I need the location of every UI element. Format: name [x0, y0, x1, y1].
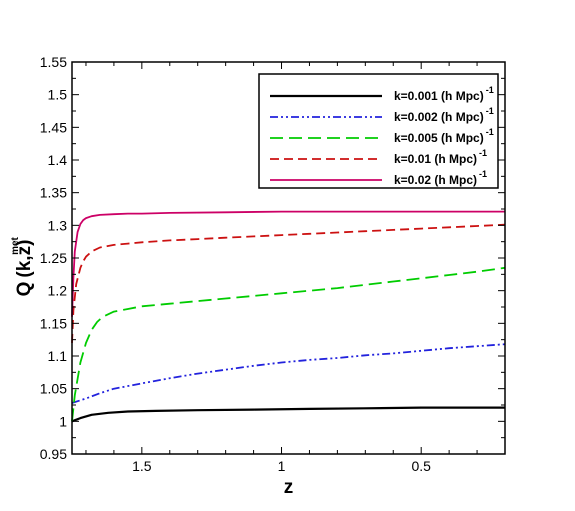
y-tick-label: 1.35 — [40, 185, 67, 201]
y-tick-label: 1.05 — [40, 381, 67, 397]
x-tick-label: 1 — [278, 458, 286, 474]
series-line-5 — [71, 210, 505, 317]
series-layer — [71, 210, 506, 423]
y-tick-label: 1 — [59, 413, 67, 429]
x-tick-label: 0.5 — [411, 458, 431, 474]
legend-label-5: k=0.02 (h Mpc) — [394, 173, 477, 187]
x-tick-label: 1.5 — [132, 458, 152, 474]
series-line-4 — [71, 223, 506, 343]
legend-label-superscript-1: -1 — [486, 85, 494, 95]
legend-box — [258, 73, 499, 189]
legend-label-superscript-4: -1 — [479, 148, 487, 158]
legend-label-superscript-3: -1 — [486, 127, 494, 137]
y-tick-label: 1.4 — [48, 152, 68, 168]
legend: k=0.001 (h Mpc) -1k=0.002 (h Mpc) -1k=0.00… — [258, 73, 499, 189]
y-tick-label: 1.15 — [40, 315, 67, 331]
legend-label-1: k=0.001 (h Mpc) — [394, 89, 484, 103]
legend-label-superscript-2: -1 — [486, 106, 494, 116]
series-line-2 — [71, 343, 506, 404]
y-tick-label: 1.5 — [48, 87, 68, 103]
legend-items: k=0.001 (h Mpc) -1k=0.002 (h Mpc) -1k=0.00… — [270, 85, 494, 187]
y-axis-title-superscript: met — [10, 236, 21, 254]
legend-label-superscript-5: -1 — [479, 169, 487, 179]
series-line-1 — [71, 406, 505, 423]
y-tick-label: 1.45 — [40, 119, 67, 135]
y-axis-title-main: Q — [14, 282, 35, 297]
x-axis-title: z — [284, 477, 294, 498]
y-tick-label: 1.2 — [48, 283, 68, 299]
y-tick-label: 1.55 — [40, 54, 67, 70]
ticks-layer: 0.95 1 1.05 1.1 1.15 1.2 1.25 1.3 1.35 1.4 1.45 1.5… — [40, 54, 506, 474]
legend-label-3: k=0.005 (h Mpc) — [394, 131, 484, 145]
y-tick-label: 0.95 — [40, 446, 67, 462]
legend-label-2: k=0.002 (h Mpc) — [394, 110, 484, 124]
y-tick-label: 1.1 — [48, 348, 68, 364]
y-tick-label: 1.25 — [40, 250, 67, 266]
y-axis-title-args: (k,z) — [14, 240, 35, 278]
svg-text:Q(k,z): Q (k,z) — [14, 240, 35, 297]
y-axis-title: Q (k,z) met — [10, 236, 35, 296]
y-tick-label: 1.3 — [48, 217, 68, 233]
legend-label-4: k=0.01 (h Mpc) — [394, 152, 477, 166]
